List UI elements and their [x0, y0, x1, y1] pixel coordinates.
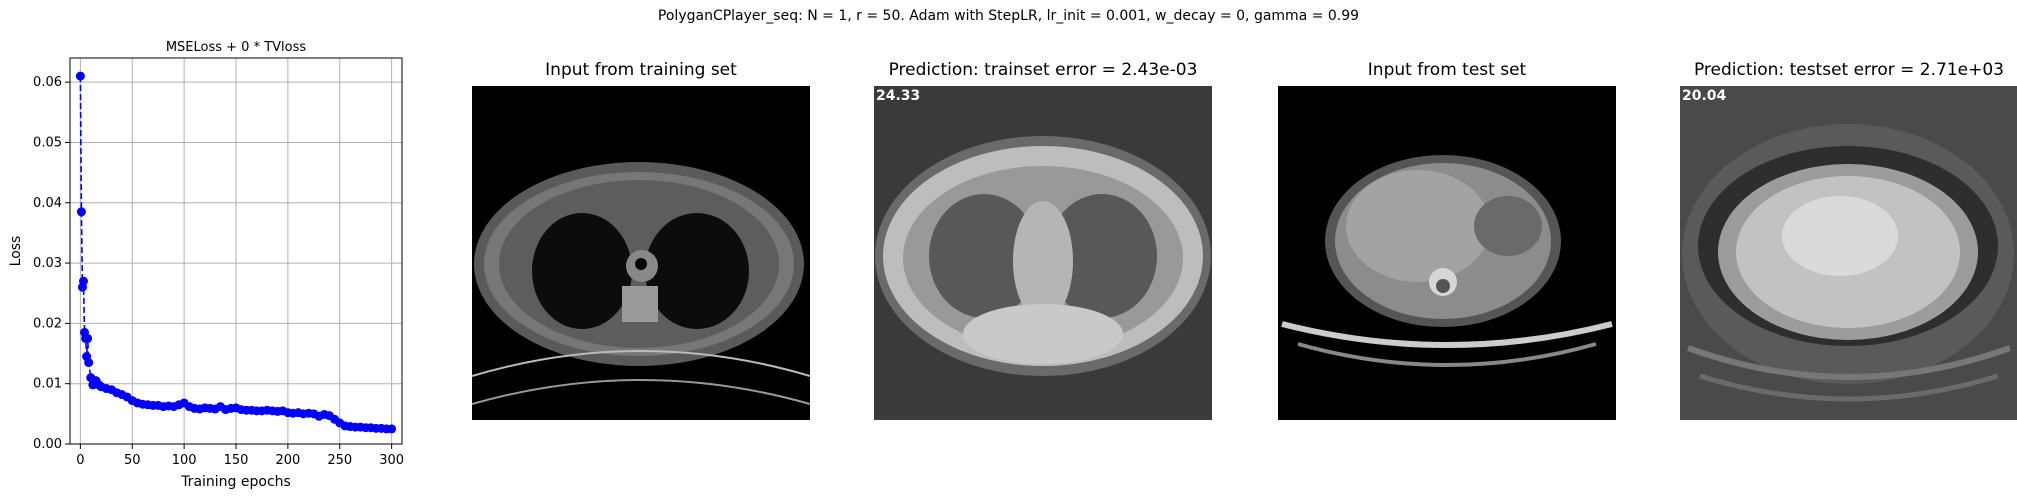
- loss-point: [76, 207, 86, 217]
- x-axis-label: Training epochs: [180, 474, 291, 490]
- x-tick-label: 300: [379, 453, 404, 468]
- y-tick-label: 0.06: [33, 75, 62, 90]
- y-tick-label: 0.03: [33, 256, 62, 271]
- y-tick-label: 0.02: [33, 316, 62, 331]
- figure-suptitle: PolyganCPlayer_seq: N = 1, r = 50. Adam …: [657, 8, 1360, 24]
- y-tick-label: 0.01: [33, 377, 62, 392]
- panel-title-test-prediction: Prediction: testset error = 2.71e+03: [1693, 60, 2004, 80]
- panel-title-train-prediction: Prediction: trainset error = 2.43e-03: [888, 60, 1198, 80]
- loss-point: [75, 71, 85, 81]
- grid: [70, 58, 402, 445]
- x-tick-label: 200: [275, 453, 300, 468]
- train-prediction-image: 24.33: [874, 86, 1212, 420]
- y-tick-label: 0.00: [33, 437, 62, 452]
- test-input-image: [1278, 86, 1616, 420]
- loss-point: [83, 333, 93, 343]
- panel-title-test-input: Input from test set: [1367, 60, 1527, 80]
- chart-title: MSELoss + 0 * TVloss: [166, 40, 307, 55]
- loss-point: [387, 424, 397, 434]
- test-prediction-psnr: 20.04: [1682, 88, 1727, 104]
- test-prediction-image: 20.04: [1680, 86, 2017, 420]
- loss-chart: MSELoss + 0 * TVloss 0 50 100 150 200 250 3000…: [8, 40, 404, 490]
- axis-ticks: 0 50 100 150 200 250 300 0.00 0.01 0.02 0.03 0.04 0.…: [33, 75, 404, 468]
- loss-series: [75, 71, 397, 434]
- x-tick-label: 100: [172, 453, 197, 468]
- plot-frame: [69, 57, 403, 445]
- x-tick-label: 50: [124, 453, 141, 468]
- train-input-image: [472, 86, 810, 420]
- loss-point: [84, 358, 94, 368]
- y-axis-label: Loss: [8, 236, 24, 267]
- x-tick-label: 150: [224, 453, 249, 468]
- y-tick-label: 0.04: [33, 196, 62, 211]
- panel-title-train-input: Input from training set: [545, 60, 737, 80]
- y-tick-label: 0.05: [33, 135, 62, 150]
- x-tick-label: 0: [76, 453, 84, 468]
- train-prediction-psnr: 24.33: [876, 88, 921, 104]
- loss-point: [78, 276, 88, 286]
- x-tick-label: 250: [327, 453, 352, 468]
